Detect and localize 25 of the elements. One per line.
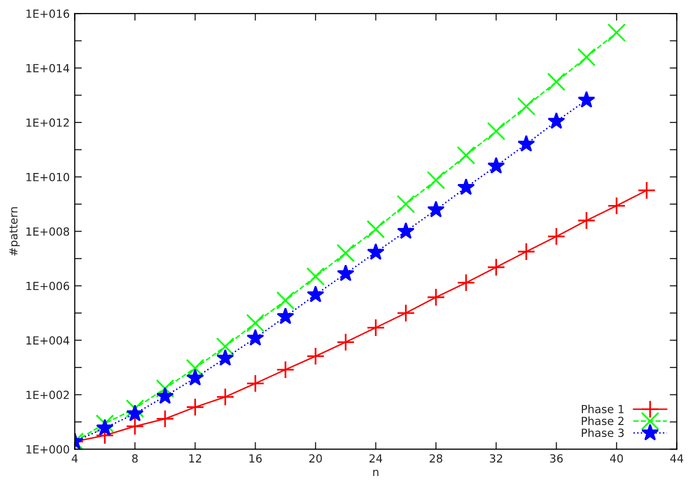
y-tick-label: 1E+002	[26, 390, 69, 400]
y-tick-label: 1E+012	[26, 118, 69, 127]
x-tick-label: 12	[189, 454, 202, 462]
x-tick-label: 24	[370, 454, 382, 462]
x-tick-label: 32	[490, 454, 502, 463]
y-tick-label: 1E+010	[26, 172, 70, 182]
y-tick-label: 1E+016	[26, 10, 70, 18]
legend-label: Phase 3	[582, 428, 624, 437]
y-tick-label: 1E+004	[26, 336, 70, 345]
y-tick-label: 1E+008	[26, 227, 70, 236]
x-tick-label: 4	[72, 454, 78, 462]
legend-label: Phase 1	[582, 404, 624, 414]
y-tick-label: 1E+014	[26, 64, 70, 72]
x-tick-label: 36	[550, 454, 563, 463]
x-tick-label: 20	[309, 454, 322, 463]
y-tick-label: 1E+000	[26, 445, 70, 454]
legend-label: Phase 2	[582, 416, 624, 426]
y-tick-label: 1E+006	[26, 282, 70, 290]
x-tick-label: 28	[430, 454, 442, 463]
y-axis-title: #pattern	[9, 207, 20, 256]
x-tick-label: 44	[670, 454, 684, 462]
x-axis-title: n	[373, 470, 378, 476]
x-tick-label: 40	[610, 454, 623, 463]
x-tick-label: 8	[132, 454, 138, 463]
x-tick-label: 16	[250, 454, 262, 463]
